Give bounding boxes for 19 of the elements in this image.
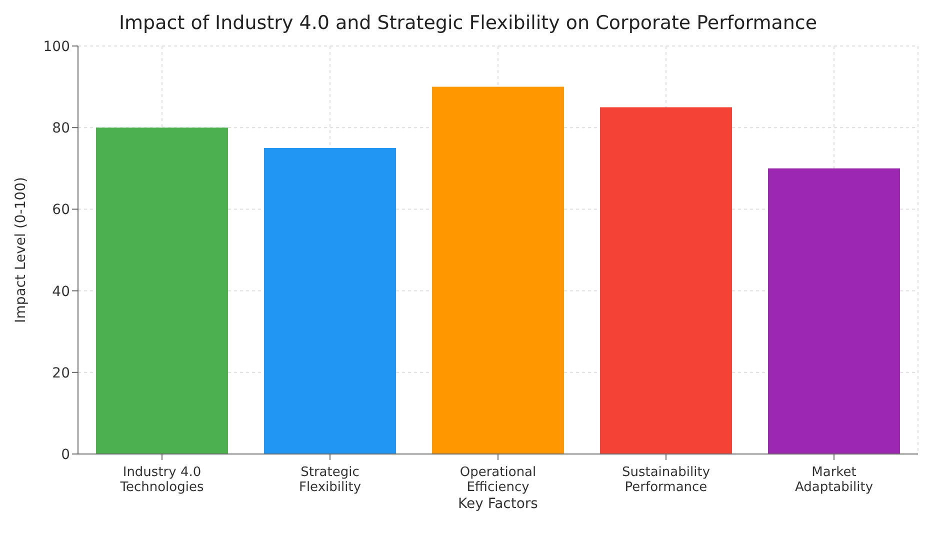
y-tick-label: 20: [52, 365, 70, 382]
x-tick-label: Sustainability Performance: [622, 465, 710, 495]
y-tick-label: 0: [61, 446, 70, 463]
x-tick-label: Operational Efficiency: [460, 465, 536, 495]
bar: [264, 148, 396, 454]
y-tick-label: 40: [52, 284, 70, 300]
bar: [768, 168, 900, 454]
chart-title: Impact of Industry 4.0 and Strategic Flexibility on Corporate Performance: [118, 11, 818, 36]
y-axis-title: Impact Level (0-100): [12, 177, 29, 323]
x-tick-label: Strategic Flexibility: [298, 465, 362, 495]
x-tick-label: Market Adaptability: [794, 465, 874, 495]
bar: [600, 107, 732, 454]
x-tick-label: Industry 4.0 Technologies: [119, 465, 204, 495]
y-tick-label: 60: [52, 202, 70, 218]
bar: [96, 128, 228, 454]
y-tick-label: 80: [52, 120, 70, 137]
bar: [432, 86, 564, 454]
x-axis-title: Key Factors: [458, 496, 538, 512]
y-tick-label: 100: [43, 38, 70, 55]
